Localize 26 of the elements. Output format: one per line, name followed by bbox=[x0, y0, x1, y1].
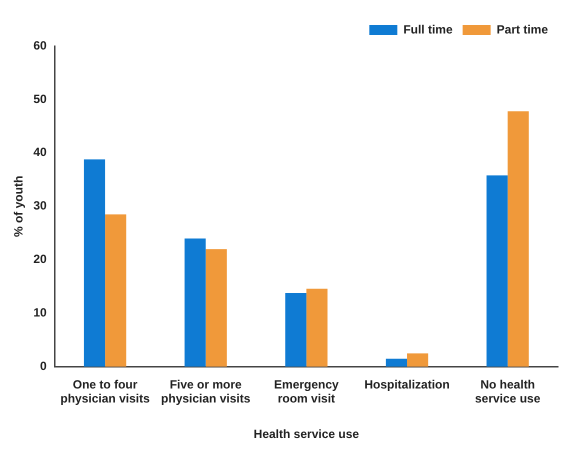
bar bbox=[386, 358, 408, 367]
bar bbox=[184, 238, 206, 367]
y-tick-label: 50 bbox=[33, 92, 48, 106]
y-axis-title: % of youth bbox=[12, 176, 26, 238]
bar bbox=[407, 353, 428, 367]
y-tick-label: 30 bbox=[33, 198, 48, 213]
x-tick-label: Hospitalization bbox=[364, 377, 450, 392]
y-tick-label: 40 bbox=[33, 145, 48, 160]
bar bbox=[486, 175, 508, 367]
y-tick-label: 20 bbox=[33, 252, 48, 266]
bar bbox=[84, 159, 106, 367]
y-tick-label: 0 bbox=[40, 359, 48, 374]
legend-label: Full time bbox=[403, 22, 453, 36]
x-tick-label: No health service use bbox=[474, 377, 541, 406]
bar bbox=[206, 249, 227, 367]
bar bbox=[105, 214, 126, 367]
bar bbox=[306, 288, 328, 367]
x-tick-label: One to four physician visits bbox=[60, 377, 150, 406]
bar bbox=[285, 293, 306, 367]
bar bbox=[508, 111, 529, 367]
y-tick-label: 60 bbox=[33, 38, 48, 52]
x-axis-title: Health service use bbox=[254, 427, 360, 442]
y-tick-label: 10 bbox=[33, 306, 48, 320]
x-tick-label: Emergency room visit bbox=[274, 377, 340, 406]
x-tick-label: Five or more physician visits bbox=[161, 377, 251, 406]
legend-label: Part time bbox=[496, 22, 548, 36]
